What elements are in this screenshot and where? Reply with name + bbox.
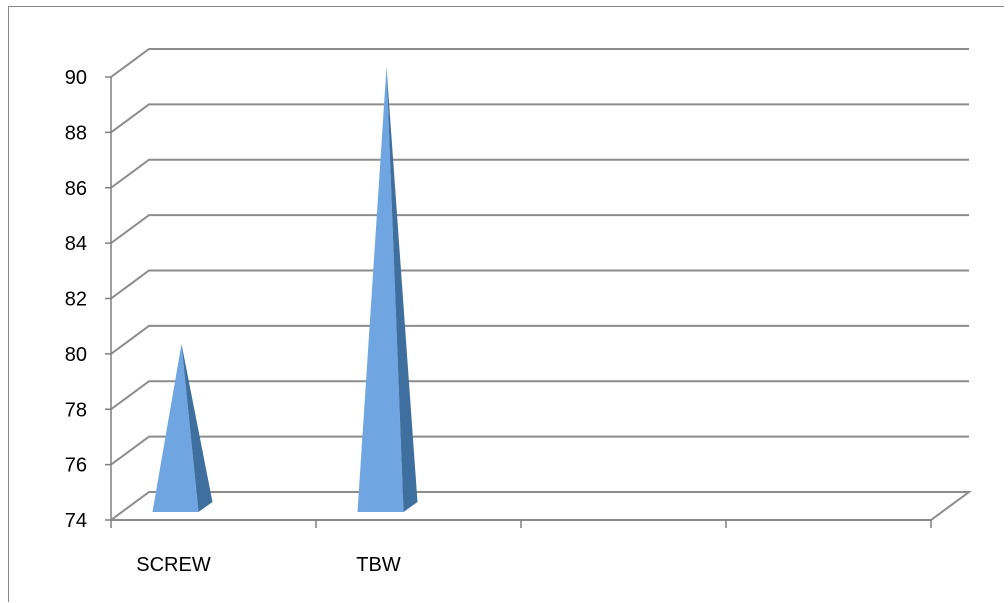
pyramid-side-face	[386, 67, 418, 512]
x-tick-label: SCREW	[136, 554, 211, 576]
y-tick-label: 84	[65, 233, 87, 255]
gridline	[110, 324, 969, 355]
gridlines	[110, 48, 969, 466]
pyramid-front-face	[357, 67, 404, 512]
gridline	[110, 380, 969, 411]
y-tick-label: 76	[65, 455, 87, 477]
y-tick-label: 78	[65, 399, 87, 421]
gridline	[110, 214, 969, 244]
gridline	[110, 103, 969, 134]
pyramid-bar	[152, 343, 213, 512]
y-tick-label: 74	[65, 510, 87, 532]
floor-outline	[110, 491, 973, 521]
gridline	[110, 48, 969, 78]
gridline	[110, 435, 969, 466]
x-tick-labels: SCREW TBW	[136, 554, 401, 576]
pyramid-front-face	[152, 343, 199, 512]
y-tick-label: 88	[65, 122, 87, 144]
chart-area: 74 76 78 80 82 84 86 88 90 SCREW TBW	[8, 6, 1004, 602]
pyramid-bar	[357, 67, 418, 512]
y-tick-label: 90	[65, 67, 87, 89]
pyramid-side-face	[181, 343, 213, 512]
y-tick-label: 82	[65, 289, 87, 311]
x-tick-label: TBW	[356, 554, 401, 576]
axes	[105, 76, 973, 528]
y-tick-label: 86	[65, 178, 87, 200]
y-tick-label: 80	[65, 344, 87, 366]
gridline	[110, 269, 969, 300]
gridline	[110, 158, 969, 189]
bars	[152, 67, 418, 512]
y-tick-labels: 74 76 78 80 82 84 86 88 90	[65, 67, 87, 532]
